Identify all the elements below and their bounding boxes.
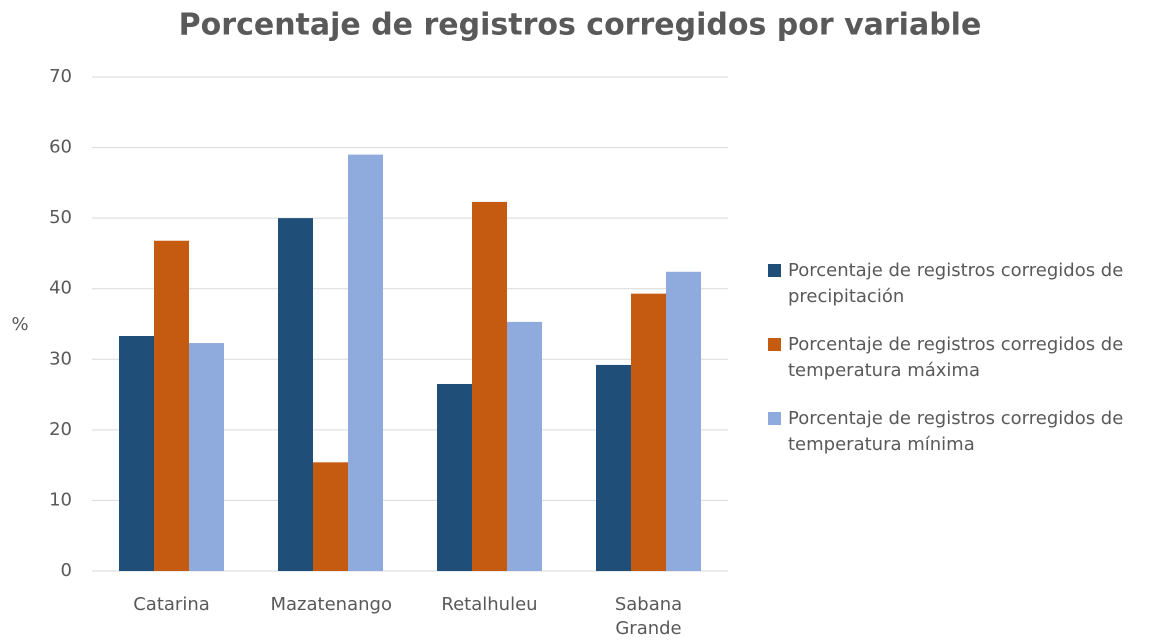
bar [437,383,472,571]
bar [278,218,313,571]
y-tick-label: 0 [61,560,72,581]
bar [472,201,507,571]
legend-label: Porcentaje de registros corregidos de pr… [788,260,1124,307]
legend-label: Porcentaje de registros corregidos de te… [788,334,1124,381]
bar [507,321,542,571]
y-tick-label: 50 [49,207,72,228]
bar [596,364,631,571]
chart-title: Porcentaje de registros corregidos por v… [179,8,982,43]
legend-swatch [768,264,781,277]
legend-swatch [768,412,781,425]
bar [119,335,154,571]
x-tick-label: Sabana Grande [614,594,683,639]
y-axis-label: % [11,314,28,335]
bar [631,293,666,571]
bar [666,271,701,571]
x-tick-label: Retalhuleu [441,594,538,615]
y-tick-label: 40 [49,278,72,299]
legend-label: Porcentaje de registros corregidos de te… [788,408,1124,455]
bar [154,240,189,571]
bar [313,462,348,571]
bar [189,343,224,571]
y-tick-label: 60 [49,137,72,158]
x-tick-label: Catarina [133,594,210,615]
y-tick-label: 30 [49,348,72,369]
bar [348,154,383,571]
x-tick-label: Mazatenango [270,594,392,615]
y-tick-label: 10 [49,489,72,510]
y-tick-label: 20 [49,419,72,440]
legend-swatch [768,338,781,351]
y-tick-label: 70 [49,66,72,87]
